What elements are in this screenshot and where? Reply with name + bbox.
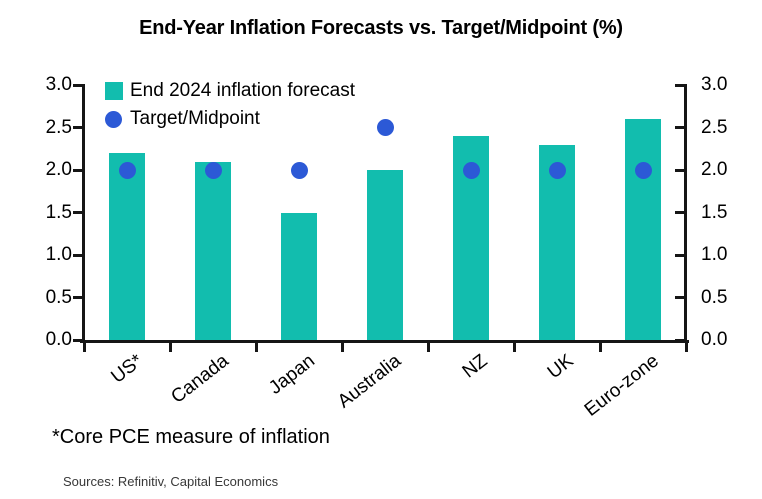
y-axis-tick-left [73,296,82,299]
left-axis-line [82,84,85,343]
x-axis-tick [168,343,172,352]
bar [109,153,145,340]
y-axis-tick-left [73,83,82,87]
y-axis-tick-right [675,126,684,129]
y-axis-tick-right [675,168,684,172]
target-circle-marker-icon [105,111,122,128]
x-axis-tick [426,343,430,352]
y-axis-label-left: 1.0 [45,244,72,265]
target-dot [462,161,480,179]
y-axis-tick-right [675,83,684,87]
y-axis-label-right: 3.0 [701,74,728,95]
x-axis-tick [82,343,86,352]
chart-title: End-Year Inflation Forecasts vs. Target/… [139,17,623,39]
y-axis-label-right: 1.5 [701,201,728,223]
sources-line: Sources: Refinitiv, Capital Economics [63,474,279,489]
y-axis-tick-right [675,253,684,257]
x-axis-label: Japan [265,350,320,399]
right-axis-line [684,84,687,343]
y-axis-label-left: 2.0 [45,159,72,180]
x-axis-tick [254,343,258,352]
forecast-square-marker-icon [105,82,123,100]
y-axis-tick-left [73,338,82,342]
target-dot [204,161,222,179]
x-axis-label: Australia [333,350,406,413]
y-axis-label-right: 1.0 [701,244,728,265]
x-axis-label: Euro-zone [581,350,664,421]
bottom-axis-line [80,340,689,343]
y-axis-tick-left [73,253,82,257]
y-axis-label-right: 2.0 [701,159,728,180]
bar [281,212,317,340]
x-axis-label: NZ [458,350,492,383]
y-axis-tick-right [675,338,684,342]
legend-label-forecast: End 2024 inflation forecast [130,80,355,101]
bar [195,161,231,340]
x-axis-label: Canada [167,350,234,408]
bar [625,119,661,340]
target-dot [376,119,394,136]
y-axis-label-left: 0.5 [45,286,72,308]
x-axis-tick [340,343,344,352]
y-axis-label-left: 3.0 [45,74,72,95]
y-axis-label-left: 0.0 [45,329,72,350]
y-axis-label-left: 1.5 [45,201,72,223]
y-axis-tick-left [73,168,82,172]
bar [367,170,403,340]
y-axis-label-right: 0.5 [701,286,728,308]
x-axis-tick [512,343,516,352]
footnote: *Core PCE measure of inflation [52,426,330,448]
y-axis-tick-left [73,126,82,129]
target-dot [290,161,308,179]
y-axis-label-left: 2.5 [45,116,72,138]
legend-label-target: Target/Midpoint [130,108,260,129]
y-axis-tick-right [675,296,684,299]
y-axis-tick-right [675,211,684,214]
y-axis-tick-left [73,211,82,214]
target-dot [548,161,566,179]
x-axis-label: US* [107,350,148,388]
y-axis-label-right: 0.0 [701,329,728,350]
y-axis-label-right: 2.5 [701,116,728,138]
target-dot [634,161,652,179]
target-dot [118,161,136,179]
x-axis-tick [684,343,688,352]
x-axis-tick [598,343,602,352]
x-axis-label: UK [543,350,578,384]
